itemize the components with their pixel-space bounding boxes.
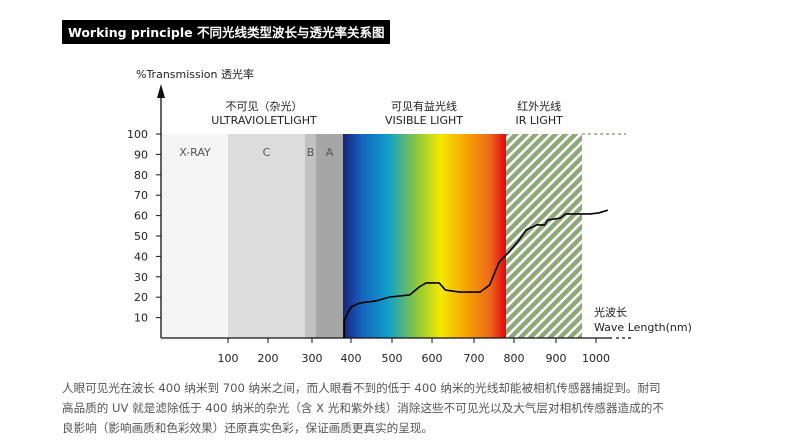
y-tick-label: 30 bbox=[134, 271, 148, 284]
y-axis-arrow-icon bbox=[157, 84, 165, 98]
region-label-cn: 可见有益光线 bbox=[391, 99, 457, 113]
x-tick-label: 300 bbox=[302, 352, 323, 365]
band-C bbox=[228, 134, 305, 338]
region-label-cn: 红外光线 bbox=[517, 99, 561, 113]
x-tick-label: 100 bbox=[218, 352, 239, 365]
description: 人眼可见光在波长 400 纳米到 700 纳米之间，而人眼看不到的低于 400 … bbox=[62, 378, 722, 438]
band-4 bbox=[343, 134, 506, 338]
y-tick-label: 50 bbox=[134, 230, 148, 243]
region-label-en: IR LIGHT bbox=[516, 114, 564, 127]
band-5 bbox=[506, 134, 582, 338]
x-tick-label: 800 bbox=[504, 352, 525, 365]
y-tick-label: 20 bbox=[134, 291, 148, 304]
x-tick-label: 700 bbox=[464, 352, 485, 365]
y-axis-label: %Transmission 透光率 bbox=[136, 67, 254, 81]
region-label-cn: 不可见（杂光） bbox=[226, 99, 303, 113]
band-label: A bbox=[326, 146, 334, 159]
x-tick-label: 500 bbox=[382, 352, 403, 365]
region-label-en: ULTRAVIOLETLIGHT bbox=[211, 114, 317, 127]
x-tick-label: 400 bbox=[341, 352, 362, 365]
y-tick-label: 60 bbox=[134, 210, 148, 223]
y-tick-label: 40 bbox=[134, 250, 148, 263]
description-line: 人眼可见光在波长 400 纳米到 700 纳米之间，而人眼看不到的低于 400 … bbox=[62, 381, 661, 395]
transmission-curve bbox=[343, 209, 609, 338]
x-tick-label: 200 bbox=[258, 352, 279, 365]
y-tick-label: 90 bbox=[134, 148, 148, 161]
band-A bbox=[316, 134, 343, 338]
region-label-en: VISIBLE LIGHT bbox=[385, 114, 463, 127]
y-tick-label: 100 bbox=[127, 128, 148, 141]
x-tick-label: 900 bbox=[546, 352, 567, 365]
x-tick-label: 600 bbox=[422, 352, 443, 365]
x-tick-label: 1000 bbox=[582, 352, 610, 365]
x-axis-label: Wave Length(nm) bbox=[594, 321, 692, 334]
y-tick-label: 70 bbox=[134, 189, 148, 202]
x-axis-label-cn: 光波长 bbox=[594, 305, 627, 319]
y-tick-label: 80 bbox=[134, 169, 148, 182]
description-line: 良影响（影响画质和色彩效果）还原真实色彩，保证画质更真实的呈现。 bbox=[62, 421, 434, 435]
page-title: Working principle 不同光线类型波长与透光率关系图 bbox=[62, 20, 391, 44]
band-B bbox=[305, 134, 316, 338]
band-label: C bbox=[263, 146, 271, 159]
band-label: B bbox=[307, 146, 315, 159]
band-label: X-RAY bbox=[179, 146, 211, 159]
band-X-RAY bbox=[162, 134, 228, 338]
description-line: 高品质的 UV 就是滤除低于 400 纳米的杂光（含 X 光和紫外线）消除这些不… bbox=[62, 401, 664, 415]
y-tick-label: 10 bbox=[134, 312, 148, 325]
